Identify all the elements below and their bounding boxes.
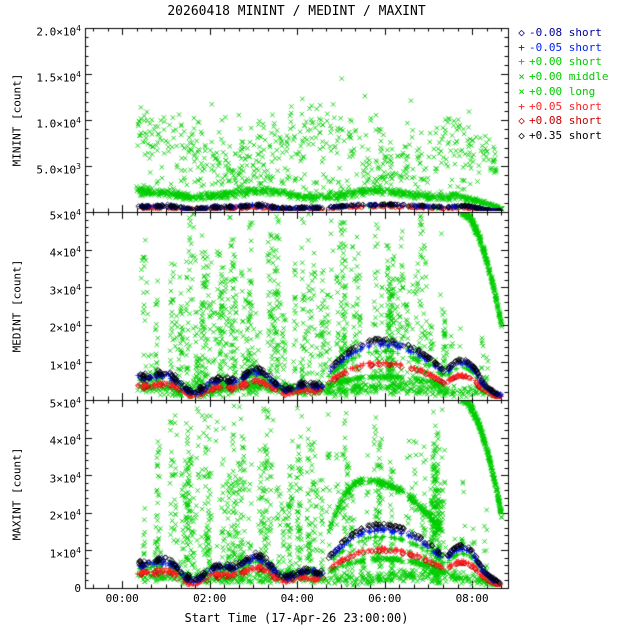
- x-tick-label: 00:00: [105, 592, 139, 605]
- x-tick-label: 02:00: [193, 592, 227, 605]
- x-axis-label: Start Time (17-Apr-26 23:00:00): [184, 611, 409, 625]
- diamond-marker-icon: ◇: [518, 128, 525, 142]
- y-tick-label: 3×104: [49, 470, 81, 486]
- cross-marker-icon: ×: [518, 84, 525, 98]
- x-tick-label: 06:00: [368, 592, 402, 605]
- legend-label: +0.00 middle: [529, 70, 609, 84]
- y-tick-label: 3×104: [49, 282, 81, 298]
- y-tick-label: 5×104: [49, 207, 81, 223]
- legend-label: +0.08 short: [529, 114, 602, 128]
- y-tick-label: 5×104: [49, 395, 81, 411]
- y-axis-label-maxint: MAXINT [count]: [10, 447, 24, 541]
- plus-marker-icon: +: [518, 99, 525, 113]
- legend-item: ◇ +0.08 short: [514, 114, 602, 127]
- y-tick-label: 1×104: [49, 545, 81, 561]
- legend-item: ◇ +0.35 short: [514, 129, 602, 142]
- diamond-marker-icon: ◇: [518, 26, 525, 39]
- x-tick-label: 08:00: [455, 592, 489, 605]
- y-tick-label: 4×104: [49, 245, 81, 260]
- y-tick-label: 2.0×104: [36, 23, 81, 39]
- y-tick-label: 4×104: [49, 433, 81, 448]
- diamond-marker-icon: ◇: [518, 114, 525, 128]
- plus-marker-icon: +: [518, 40, 525, 54]
- legend-label: -0.08 short: [529, 26, 602, 39]
- y-axis-label-medint: MEDINT [count]: [10, 259, 24, 353]
- y-tick-label: 1×104: [49, 357, 81, 373]
- legend-item: + +0.05 short: [514, 100, 602, 113]
- legend-label: +0.05 short: [529, 99, 602, 113]
- y-tick-label: 0: [74, 581, 81, 595]
- legend-label: +0.35 short: [529, 128, 602, 142]
- y-tick-label: 1.0×104: [36, 115, 81, 131]
- legend-item: × +0.00 middle: [514, 70, 608, 83]
- legend-item: + +0.00 short: [514, 55, 602, 68]
- y-tick-label: 5.0×103: [36, 161, 81, 177]
- x-tick-label: 04:00: [280, 592, 314, 605]
- chart-title: 20260418 MININT / MEDINT / MAXINT: [167, 4, 426, 19]
- legend-item: ◇ -0.08 short: [514, 26, 602, 39]
- cross-marker-icon: ×: [518, 70, 525, 84]
- y-tick-label: 2×104: [49, 508, 81, 523]
- y-tick-label: 2×104: [49, 320, 81, 335]
- legend-label: -0.05 short: [529, 40, 602, 54]
- legend-item: × +0.00 long: [514, 85, 595, 98]
- legend-label: +0.00 short: [529, 55, 602, 69]
- legend-item: + -0.05 short: [514, 41, 602, 54]
- y-tick-label: 1.5×104: [36, 69, 81, 85]
- plus-marker-icon: +: [518, 55, 525, 69]
- legend-label: +0.00 long: [529, 84, 596, 98]
